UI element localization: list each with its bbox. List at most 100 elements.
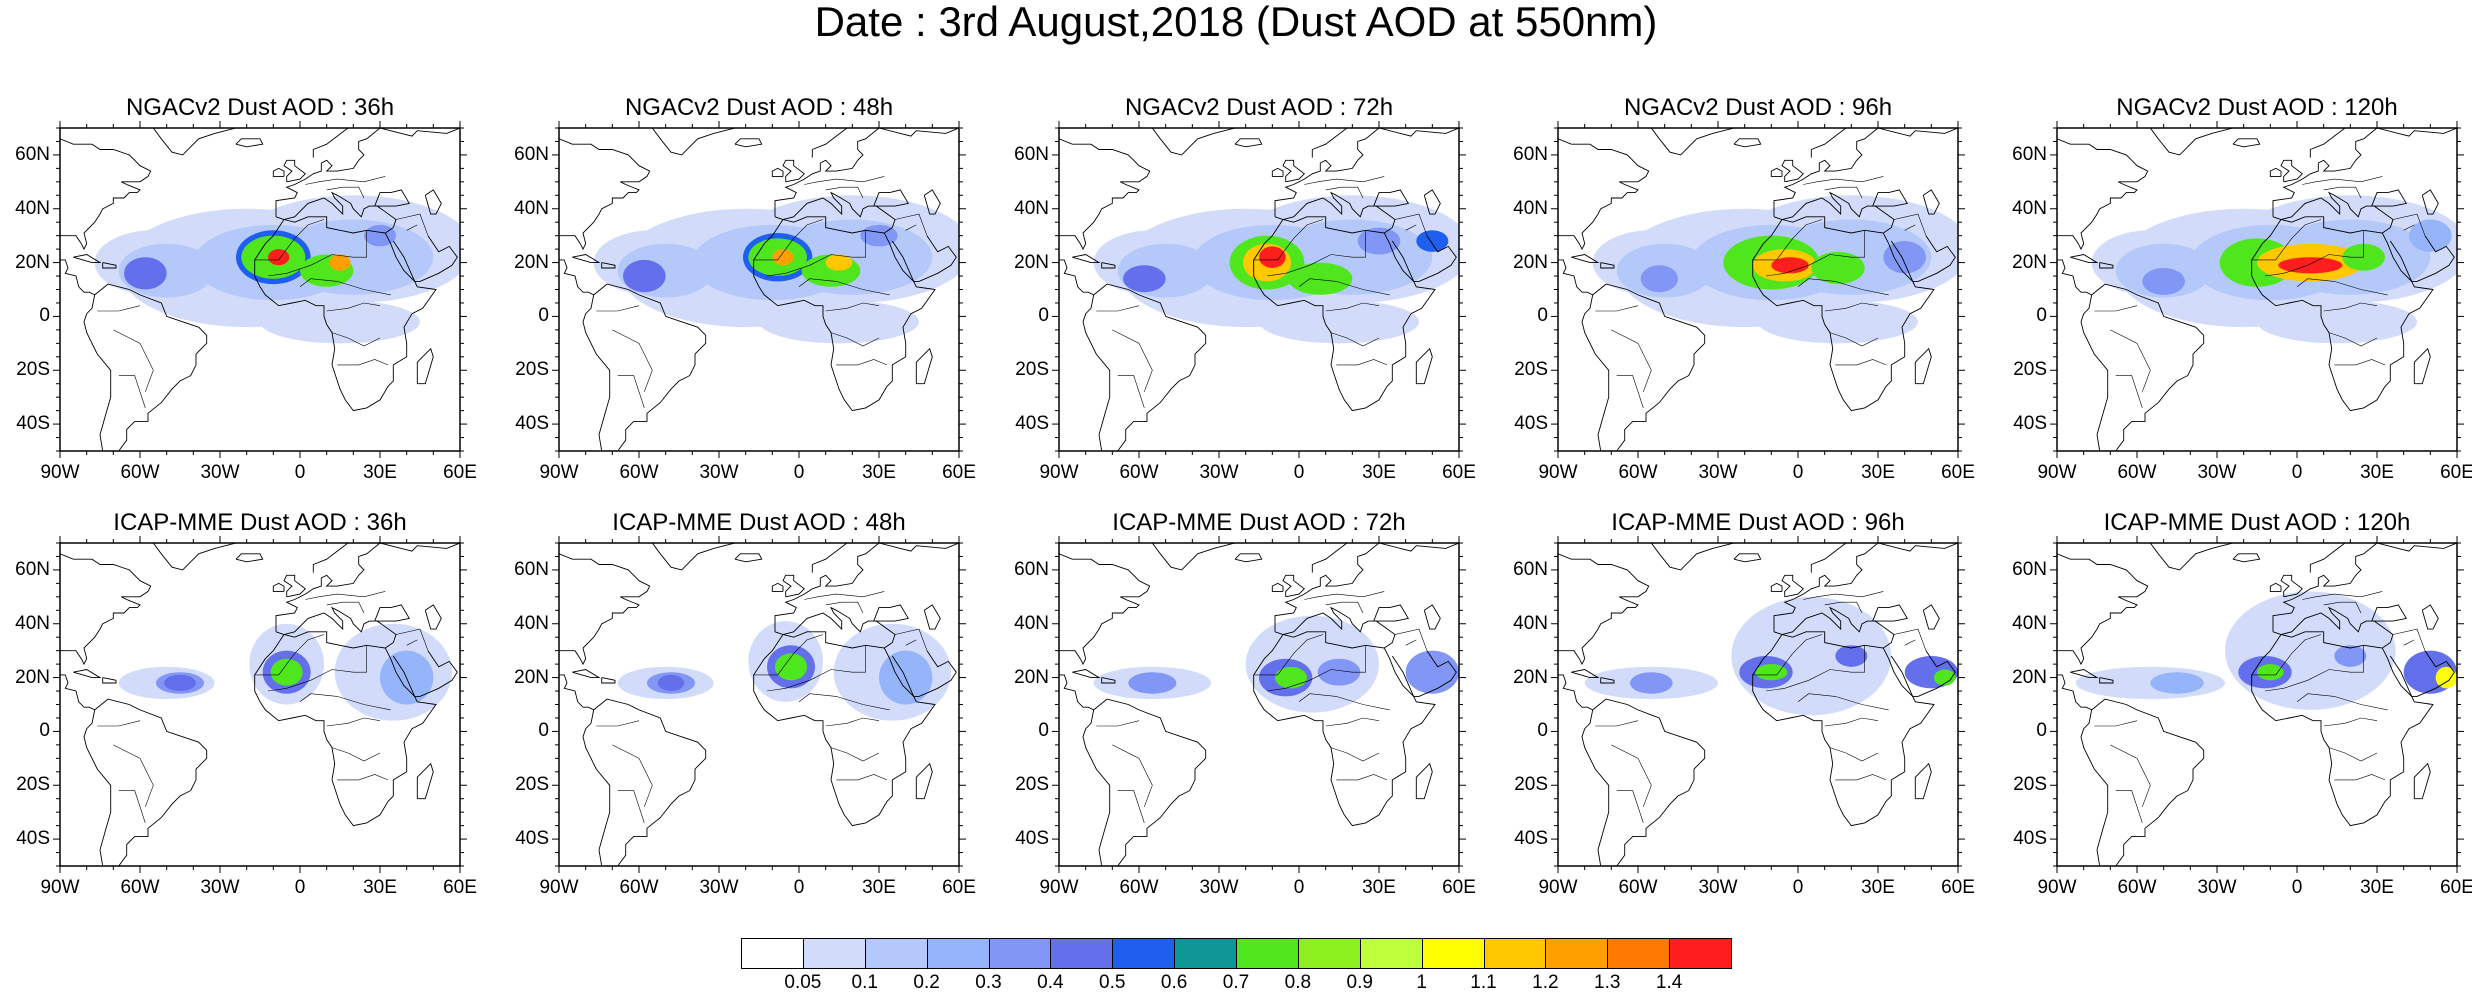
country-borders: [1096, 591, 1428, 823]
dust-plume: [593, 195, 959, 344]
country-borders: [2094, 176, 2426, 408]
dust-plume: [1592, 195, 1958, 344]
colorbar-swatch: [741, 938, 804, 969]
colorbar-swatch: [802, 938, 866, 969]
figure-title: Date : 3rd August,2018 (Dust AOD at 550n…: [814, 0, 1658, 45]
aod-contour: [1771, 257, 1809, 274]
country-borders: [1595, 176, 1927, 408]
aod-contour: [2435, 666, 2457, 689]
map-panel: NGACv2 Dust AOD : 96h 60N 40N 20N 0 20S 40S 90W…: [1513, 94, 1975, 483]
map-panel: ICAP-MME Dust AOD : 120h 60N 40N 20N 0 20S 40S…: [2012, 509, 2472, 898]
latitude-label: 0: [1537, 720, 1548, 742]
longitude-label: 90W: [1538, 877, 1578, 898]
aod-contour: [1128, 672, 1177, 694]
longitude-label: 30E: [1861, 877, 1895, 898]
latitude-label: 60N: [2012, 143, 2047, 165]
latitude-label: 0: [538, 305, 549, 327]
aod-contour: [2150, 672, 2204, 694]
map-panel: NGACv2 Dust AOD : 120h 60N 40N 20N 0 20S 40S 90…: [2012, 94, 2472, 483]
longitude-label: 60W: [619, 877, 659, 898]
latitude-label: 20S: [515, 774, 549, 796]
colorbar-tick-label: 1: [1416, 972, 1427, 993]
latitude-label: 20S: [1514, 774, 1548, 796]
colorbar-tick-label: 1.3: [1594, 972, 1621, 993]
map-panel: NGACv2 Dust AOD : 36h 60N 40N 20N 0 20S 40S 90W…: [15, 94, 477, 483]
colorbar-tick-label: 0.1: [851, 972, 878, 993]
latitude-label: 20N: [2012, 251, 2047, 273]
latitude-label: 40S: [1015, 828, 1049, 850]
aod-contour: [1630, 672, 1673, 694]
coastlines: [559, 543, 959, 866]
latitude-label: 60N: [15, 143, 50, 165]
colorbar-tick-label: 0.4: [1037, 972, 1064, 993]
longitude-label: 0: [1792, 877, 1804, 898]
longitude-label: 90W: [1039, 462, 1079, 483]
dust-plume: [94, 195, 460, 344]
longitude-label: 90W: [40, 462, 80, 483]
longitude-label: 0: [2291, 877, 2303, 898]
map-panel: NGACv2 Dust AOD : 48h 60N 40N 20N 0 20S 40S 90W…: [514, 94, 976, 483]
aod-contour: [657, 674, 685, 692]
latitude-label: 40N: [15, 612, 50, 634]
latitude-label: 40N: [15, 197, 50, 219]
aod-contour: [1934, 669, 1956, 686]
axis-ticks: [552, 121, 966, 458]
latitude-label: 20S: [1015, 359, 1049, 381]
axis-ticks: [552, 536, 966, 873]
aod-contour: [1259, 246, 1286, 268]
country-borders: [97, 591, 429, 823]
longitude-label: 30E: [1861, 462, 1895, 483]
colorbar-swatch: [1112, 938, 1176, 969]
dust-plume: [1584, 596, 1958, 716]
longitude-label: 30W: [200, 877, 240, 898]
colorbar-swatch: [1236, 938, 1299, 969]
latitude-label: 60N: [1014, 143, 1049, 165]
map-panel-grid: NGACv2 Dust AOD : 36h 60N 40N 20N 0 20S 40S 90W…: [15, 94, 2472, 898]
aod-contour: [1275, 666, 1307, 689]
colorbar-swatch: [1483, 938, 1547, 969]
colorbar-swatch: [864, 938, 928, 969]
latitude-label: 40N: [1513, 197, 1548, 219]
dust-aod-map: [1052, 121, 1466, 458]
latitude-label: 20N: [1014, 251, 1049, 273]
longitude-label: 90W: [1039, 877, 1079, 898]
longitude-label: 60E: [1941, 877, 1975, 898]
country-borders: [2094, 591, 2426, 823]
longitude-label: 60E: [443, 877, 477, 898]
longitude-label: 30W: [1698, 877, 1738, 898]
colorbar-tick-label: 0.7: [1222, 972, 1250, 993]
latitude-label: 0: [39, 720, 50, 742]
aod-contour: [1357, 227, 1401, 255]
colorbar-tick-label: 0.5: [1099, 972, 1126, 993]
latitude-label: 20N: [514, 666, 549, 688]
aod-contour: [329, 254, 351, 271]
longitude-label: 30W: [2197, 462, 2237, 483]
aod-contour: [124, 257, 167, 290]
latitude-label: 60N: [1014, 558, 1049, 580]
colorbar-swatch: [988, 938, 1052, 969]
dust-aod-map: [2050, 536, 2464, 873]
aod-contour: [1317, 658, 1361, 686]
longitude-label: 0: [793, 462, 805, 483]
latitude-label: 40S: [1015, 413, 1049, 435]
longitude-label: 90W: [40, 877, 80, 898]
aod-contour: [260, 300, 420, 344]
latitude-label: 20S: [1015, 774, 1049, 796]
latitude-label: 40S: [16, 828, 50, 850]
latitude-label: 20N: [1014, 666, 1049, 688]
latitude-label: 40N: [514, 197, 549, 219]
longitude-label: 30E: [2360, 462, 2394, 483]
latitude-label: 0: [2036, 720, 2047, 742]
aod-contour: [164, 674, 196, 692]
dust-aod-map: [552, 121, 966, 458]
longitude-label: 60W: [120, 877, 160, 898]
aod-contour: [1811, 251, 1865, 285]
aod-contour: [1123, 265, 1166, 293]
colorbar-swatch: [1669, 938, 1732, 969]
longitude-label: 30E: [363, 877, 397, 898]
latitude-label: 20N: [1513, 666, 1548, 688]
longitude-label: 60W: [1618, 462, 1658, 483]
latitude-label: 20S: [1514, 359, 1548, 381]
panel-title: NGACv2 Dust AOD : 48h: [624, 94, 894, 121]
longitude-label: 60E: [2440, 877, 2472, 898]
